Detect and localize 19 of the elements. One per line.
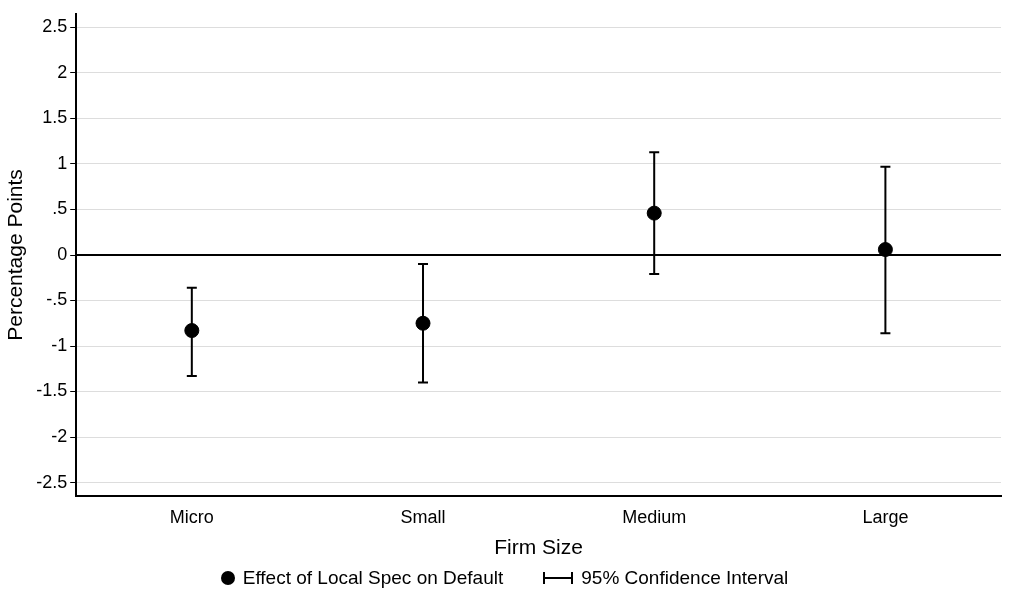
y-tick-label: -.5 — [46, 289, 68, 310]
text: 95% Confidence Interval — [581, 567, 789, 589]
y-axis-title: Percentage Points — [3, 169, 27, 341]
x-tick-label: Large — [862, 506, 909, 527]
y-tick-label: .5 — [52, 198, 68, 219]
legend-label: Effect of Local Spec on Default — [242, 567, 504, 589]
y-tick-label: 2.5 — [42, 16, 68, 37]
y-tick-label: 0 — [57, 243, 68, 264]
x-tick-label: Medium — [622, 506, 687, 527]
x-axis-title: Firm Size — [494, 535, 583, 559]
y-tick-label: 1 — [57, 152, 68, 173]
y-tick-label: -1.5 — [36, 380, 68, 401]
x-tick-label: Micro — [169, 506, 214, 527]
y-tick-label: -2.5 — [36, 471, 68, 492]
x-tick-label: Small — [400, 506, 446, 527]
y-tick-label: 2 — [57, 61, 68, 82]
y-tick-label: -1 — [51, 334, 68, 355]
y-tick-label: -2 — [51, 426, 68, 447]
y-tick-label: 1.5 — [42, 107, 68, 128]
